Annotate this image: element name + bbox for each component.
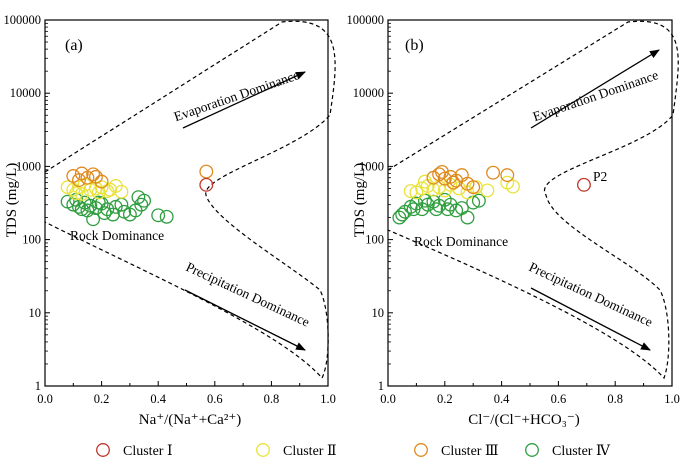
data-point-cluster-iii xyxy=(486,165,501,180)
evaporation-arrow xyxy=(182,71,306,129)
data-point-cluster-iv xyxy=(117,204,132,219)
y-tick-label: 1 xyxy=(378,379,384,393)
data-point-cluster-ii xyxy=(417,174,432,189)
legend-label-cluster-ii: Cluster Ⅱ xyxy=(283,444,336,459)
precipitation-arrow xyxy=(530,287,651,351)
data-point-cluster-iii xyxy=(199,164,214,179)
data-point-cluster-iii xyxy=(466,180,481,195)
x-tick-label: 0.8 xyxy=(607,392,623,406)
x-tick-label: 0.4 xyxy=(150,392,166,406)
y-tick-label: 100 xyxy=(365,233,384,247)
y-tick-label: 1 xyxy=(35,379,41,393)
data-point-cluster-ii xyxy=(74,187,89,201)
legend: Cluster Ⅰ Cluster Ⅱ Cluster Ⅲ Cluster Ⅳ xyxy=(96,443,611,459)
x-tick-label: 0.0 xyxy=(37,392,53,406)
data-point-cluster-i xyxy=(577,177,591,192)
data-point-cluster-iv xyxy=(151,208,166,223)
data-point-cluster-iv xyxy=(406,202,421,217)
panel-b: 0.0 0.2 0.4 0.6 0.8 1.0 1 10 100 1000 10000 100000 (… xyxy=(347,13,680,428)
data-point-cluster-ii xyxy=(409,185,424,200)
data-point-cluster-iv xyxy=(159,209,174,224)
legend-label-cluster-i: Cluster Ⅰ xyxy=(123,444,172,459)
data-point-cluster-ii xyxy=(114,184,129,199)
data-point-cluster-iv xyxy=(440,202,455,217)
x-tick-label: 0.6 xyxy=(207,392,223,406)
legend-marker-cluster-iv xyxy=(525,443,539,457)
data-point-cluster-iv xyxy=(86,212,101,227)
legend-marker-cluster-iii xyxy=(414,443,428,457)
data-point-cluster-i xyxy=(199,177,214,192)
x-tick-label: 0.6 xyxy=(551,392,567,406)
x-tick-label: 1.0 xyxy=(664,392,680,406)
data-point-cluster-iii xyxy=(437,171,452,186)
data-point-cluster-iv xyxy=(460,210,475,225)
data-point-cluster-iii xyxy=(426,170,441,185)
data-point-cluster-iv xyxy=(134,197,149,212)
y-tick-label: 100000 xyxy=(347,13,385,27)
y-tick-label: 10 xyxy=(29,306,42,320)
precipitation-dominance-label: Precipitation Dominance xyxy=(184,259,312,329)
data-point-cluster-iv xyxy=(91,195,106,210)
x-tick-label: 0.8 xyxy=(264,392,280,406)
y-tick-label: 10000 xyxy=(353,86,384,100)
legend-marker-cluster-ii xyxy=(256,443,270,457)
data-point-cluster-iii xyxy=(72,173,86,188)
data-point-cluster-iii xyxy=(88,169,103,184)
data-point-cluster-iii xyxy=(86,167,101,182)
legend-label-cluster-iv: Cluster Ⅳ xyxy=(552,444,611,459)
panel-label: (b) xyxy=(405,37,424,54)
y-tick-label: 10 xyxy=(372,306,385,320)
rock-dominance-label: Rock Dominance xyxy=(414,234,508,249)
data-point-cluster-iv xyxy=(97,206,112,221)
x-tick-label: 0.2 xyxy=(437,392,453,406)
data-point-cluster-iv xyxy=(395,207,410,222)
evaporation-dominance-label: Evaporation Dominance xyxy=(172,67,301,124)
data-point-cluster-iv xyxy=(131,190,146,205)
gibbs-envelope xyxy=(44,20,336,380)
legend-marker-cluster-i xyxy=(96,443,110,457)
legend-label-cluster-iii: Cluster Ⅲ xyxy=(441,444,498,459)
y-axis-label: TDS (mg/L) xyxy=(352,163,368,238)
y-tick-label: 100 xyxy=(22,233,41,247)
data-point-cluster-iii xyxy=(446,175,461,190)
y-tick-label: 1000 xyxy=(16,159,41,173)
x-axis-label: Na⁺/(Na⁺+Ca²⁺) xyxy=(139,412,242,428)
panel-label: (a) xyxy=(65,37,83,54)
gibbs-envelope xyxy=(387,20,679,380)
data-point-cluster-iv xyxy=(108,199,123,214)
data-point-cluster-ii xyxy=(506,179,520,194)
y-tick-label: 10000 xyxy=(10,86,41,100)
evaporation-arrow xyxy=(530,49,660,129)
data-point-cluster-iv xyxy=(417,193,432,208)
rock-dominance-label: Rock Dominance xyxy=(70,228,164,243)
precipitation-arrow xyxy=(184,289,306,351)
y-tick-label: 1000 xyxy=(359,159,384,173)
data-point-cluster-iii xyxy=(500,168,515,183)
data-point-cluster-ii xyxy=(480,183,495,198)
y-tick-label: 100000 xyxy=(4,13,42,27)
data-point-cluster-ii xyxy=(103,182,118,197)
x-tick-label: 1.0 xyxy=(320,392,336,406)
x-tick-label: 0.2 xyxy=(94,392,110,406)
data-point-cluster-iv xyxy=(429,202,444,217)
x-axis-label: Cl⁻/(Cl⁻+HCO₃⁻) xyxy=(468,412,580,428)
y-axis-label: TDS (mg/L) xyxy=(4,163,20,238)
x-tick-label: 0.4 xyxy=(494,392,510,406)
data-point-cluster-ii xyxy=(60,180,75,195)
data-point-cluster-iv xyxy=(471,193,486,208)
x-tick-label: 0.0 xyxy=(380,392,396,406)
evaporation-dominance-label: Evaporation Dominance xyxy=(531,67,660,124)
panel-a: 0.0 0.2 0.4 0.6 0.8 1.0 1 10 100 1000 10000 100000 (… xyxy=(4,13,336,428)
point-label-p2: P2 xyxy=(593,169,607,184)
